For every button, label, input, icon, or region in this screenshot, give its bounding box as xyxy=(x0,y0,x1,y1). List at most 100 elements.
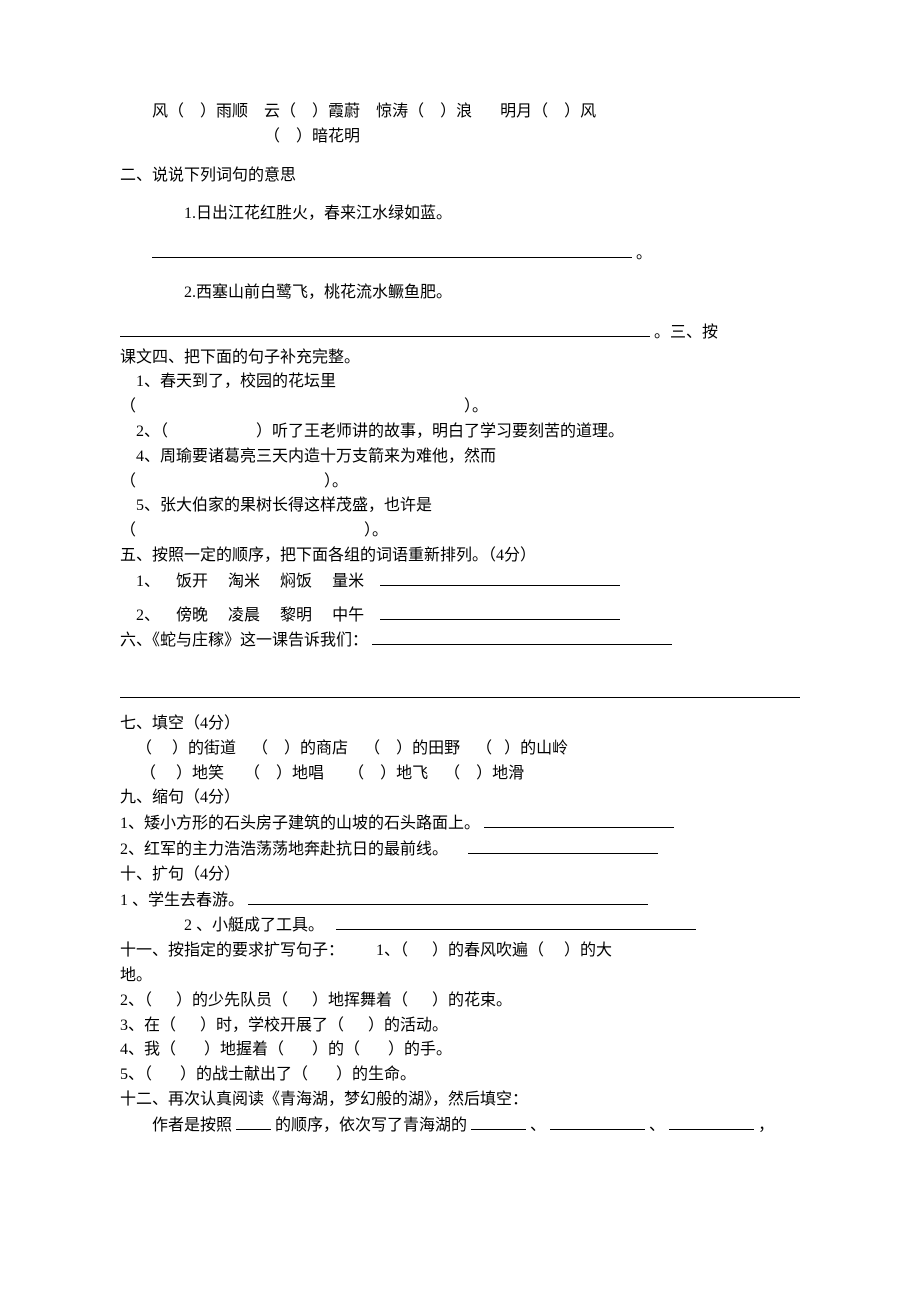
text: ）的（ xyxy=(312,1041,360,1058)
section-12-body: 作者是按照 的顺序，依次写了青海湖的 、 、 ， xyxy=(120,1113,800,1139)
text: 傍晚 xyxy=(176,607,208,624)
text: ）地挥舞着（ xyxy=(312,992,408,1009)
text: ）的战士献出了（ xyxy=(180,1066,308,1083)
s4-q4a: 4、周瑜要诸葛亮三天内造十万支箭来为难他，然而 xyxy=(120,445,800,470)
text: 、 xyxy=(649,1117,665,1134)
section-2-q2-answer: 。三、按 xyxy=(120,320,800,346)
section-5-row1: 1、 饭开 淘米 焖饭 量米 xyxy=(120,569,800,595)
text: ）风 xyxy=(564,103,596,120)
text: ）的少先队员（ xyxy=(176,992,288,1009)
answer-line xyxy=(468,837,658,854)
text: ）地握着（ xyxy=(204,1041,284,1058)
answer-line xyxy=(248,888,648,905)
text: ）。 xyxy=(364,522,388,539)
text: 1、矮小方形的石头房子建筑的山坡的石头路面上。 xyxy=(120,815,480,832)
text: 。 xyxy=(636,245,652,262)
text: （ xyxy=(244,765,260,782)
text: （ xyxy=(364,740,380,757)
section-6-row: 六、《蛇与庄稼》这一课告诉我们： xyxy=(120,628,800,654)
section-2-q1-answer: 。 xyxy=(120,241,800,267)
answer-line-full xyxy=(120,676,800,698)
s4-q1a: 1、春天到了，校园的花坛里 xyxy=(120,370,800,395)
text: 2、（ xyxy=(136,423,168,440)
text: 风（ xyxy=(152,103,184,120)
text: ）的田野 xyxy=(396,740,460,757)
text: ）地滑 xyxy=(476,765,524,782)
text: 的顺序，依次写了青海湖的 xyxy=(275,1117,467,1134)
text: 1 、学生去春游。 xyxy=(120,892,244,909)
answer-line xyxy=(380,569,620,586)
text: 2、红军的主力浩浩荡荡地奔赴抗日的最前线。 xyxy=(120,841,448,858)
section-11-q2: 2、（ ）的少先队员（ ）地挥舞着（ ）的花束。 xyxy=(120,989,800,1014)
section-6-title: 六、《蛇与庄稼》这一课告诉我们： xyxy=(120,632,368,649)
text: 淘米 xyxy=(228,573,260,590)
answer-line xyxy=(236,1113,271,1130)
fill-idiom-row-1b: （ ）暗花明 xyxy=(120,125,800,150)
text: 焖饭 xyxy=(280,573,312,590)
section-4-intro: 课文四、把下面的句子补充完整。 xyxy=(120,346,800,371)
text: 量米 xyxy=(332,573,364,590)
text: 2 、小艇成了工具。 xyxy=(184,917,324,934)
section-2-title: 二、说说下列词句的意思 xyxy=(120,164,800,189)
answer-line xyxy=(380,603,620,620)
text: （ xyxy=(136,740,152,757)
text: ）的手。 xyxy=(388,1041,452,1058)
text: 2、（ xyxy=(120,992,152,1009)
s4-q4b-row: （ ）。 xyxy=(120,470,800,495)
s4-q5a: 5、张大伯家的果树长得这样茂盛，也许是 xyxy=(120,494,800,519)
text: ）的大 xyxy=(564,942,612,959)
text: （ xyxy=(264,128,280,145)
answer-line xyxy=(669,1113,754,1130)
text: （ xyxy=(120,398,136,415)
section-9-title: 九、缩句（4分） xyxy=(120,786,800,811)
text: ）浪 xyxy=(440,103,472,120)
section-10-title: 十、扩句（4分） xyxy=(120,863,800,888)
section-7-title: 七、填空（4分） xyxy=(120,712,800,737)
section-2-q2: 2.西塞山前白鹭飞，桃花流水鳜鱼肥。 xyxy=(120,281,800,306)
section-10-q1: 1 、学生去春游。 xyxy=(120,888,800,914)
section-7-row1: （ ）的街道 （ ）的商店 （ ）的田野 （ ）的山岭 xyxy=(120,737,800,762)
section-11-q5: 5、（ ）的战士献出了（ ）的生命。 xyxy=(120,1063,800,1088)
spacer xyxy=(120,595,800,603)
text: ）的春风吹遍（ xyxy=(432,942,544,959)
text: 作者是按照 xyxy=(152,1117,232,1134)
section-12-title: 十二、再次认真阅读《青海湖，梦幻般的湖》，然后填空： xyxy=(120,1088,800,1113)
text: 4、我（ xyxy=(120,1041,176,1058)
answer-line xyxy=(550,1113,645,1130)
s4-q1b-row: （ ）。 xyxy=(120,395,800,420)
text: ）时，学校开展了（ xyxy=(200,1017,344,1034)
s4-q5b-row: （ ）。 xyxy=(120,519,800,544)
text: ）的生命。 xyxy=(336,1066,416,1083)
text: ， xyxy=(758,1117,774,1134)
text: 凌晨 xyxy=(228,607,260,624)
section-2-q1: 1.日出江花红胜火，春来江水绿如蓝。 xyxy=(120,202,800,227)
section-5-title: 五、按照一定的顺序，把下面各组的词语重新排列。（4分） xyxy=(120,544,800,569)
fill-idiom-row-1: 风（ ）雨顺 云（ ）霞蔚 惊涛（ ）浪 明月（ ）风 xyxy=(120,100,800,125)
document-page: 风（ ）雨顺 云（ ）霞蔚 惊涛（ ）浪 明月（ ）风 （ ）暗花明 二、说说下… xyxy=(0,0,920,1198)
text: ）地唱 xyxy=(276,765,324,782)
text: ）暗花明 xyxy=(296,128,360,145)
text: 云（ xyxy=(264,103,296,120)
answer-line xyxy=(484,811,674,828)
text: ）。 xyxy=(464,398,488,415)
text: 惊涛（ xyxy=(376,103,424,120)
text: （ xyxy=(252,740,268,757)
text: （ xyxy=(120,522,136,539)
section-5-row2: 2、 傍晚 凌晨 黎明 中午 xyxy=(120,603,800,629)
s4-q2-row: 2、（ ）听了王老师讲的故事，明白了学习要刻苦的道理。 xyxy=(120,420,800,445)
text: 1、 xyxy=(136,573,160,590)
section-11-title: 十一、按指定的要求扩写句子： xyxy=(120,942,344,959)
text: 、 xyxy=(530,1117,546,1134)
section-11-row1: 十一、按指定的要求扩写句子： 1、（ ）的春风吹遍（ ）的大 xyxy=(120,939,800,964)
text: 明月（ xyxy=(500,103,548,120)
section-9-q2: 2、红军的主力浩浩荡荡地奔赴抗日的最前线。 xyxy=(120,837,800,863)
section-10-q2: 2 、小艇成了工具。 xyxy=(120,913,800,939)
text: ）的街道 xyxy=(172,740,236,757)
text: （ xyxy=(120,473,136,490)
text: ）的花束。 xyxy=(432,992,512,1009)
text: 中午 xyxy=(332,607,364,624)
text: 。三、按 xyxy=(654,324,718,341)
text: 3、在（ xyxy=(120,1017,176,1034)
answer-line xyxy=(120,320,650,337)
text: 黎明 xyxy=(280,607,312,624)
